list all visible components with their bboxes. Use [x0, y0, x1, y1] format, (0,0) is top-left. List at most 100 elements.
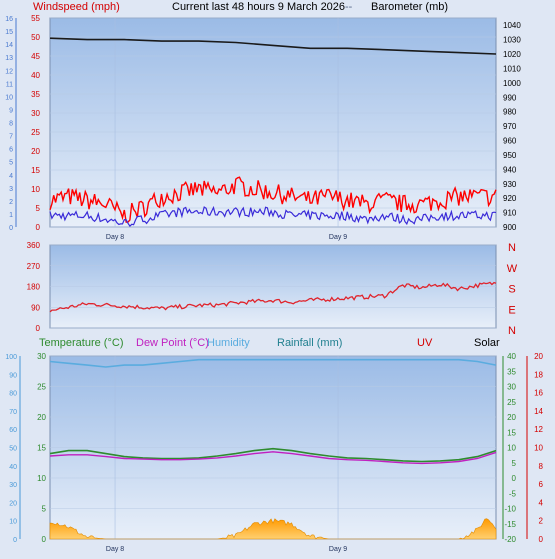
temperature-tick-label: 25	[37, 383, 46, 392]
barometer-tick-label: 950	[503, 151, 517, 160]
uv-tick-label: 2	[539, 517, 544, 526]
header-dots: --	[345, 1, 353, 13]
barometer-tick-label: 970	[503, 122, 517, 131]
uv-tick-label: 8	[539, 462, 544, 471]
right-axis-1-tick-label: 25	[507, 398, 516, 407]
wind-tick-label: 30	[31, 109, 40, 118]
wind-tick-label: 40	[31, 71, 40, 80]
dew-point-line	[49, 451, 497, 465]
barometer-tick-label: 900	[503, 223, 517, 232]
chart-title: Current last 48 hours 9 March 2026	[172, 1, 345, 13]
solar-label: Solar	[474, 337, 500, 349]
humidity-tick-label: 40	[9, 464, 17, 471]
dew-point-label: Dew Point (°C)	[136, 337, 209, 349]
secondary-tick-label: 10	[5, 94, 13, 101]
right-axis-1-tick-label: 20	[507, 413, 516, 422]
temperature-line	[49, 447, 497, 463]
day-label: Day 8	[106, 234, 124, 241]
wind-axis-title: Windspeed (mph)	[33, 1, 120, 13]
day-label: Day 8	[106, 546, 124, 553]
compass-label: W	[507, 263, 518, 275]
humidity-tick-label: 80	[9, 391, 17, 398]
right-axis-1-tick-label: -10	[504, 505, 516, 514]
secondary-tick-label: 11	[6, 81, 13, 88]
secondary-tick-label: 15	[5, 29, 13, 36]
barometer-tick-label: 1040	[503, 21, 521, 30]
wind-tick-label: 25	[31, 128, 40, 137]
wind-tick-label: 35	[31, 90, 40, 99]
temperature-tick-label: 5	[42, 505, 47, 514]
rainfall-label: Rainfall (mm)	[277, 337, 342, 349]
humidity-tick-label: 10	[9, 519, 17, 526]
uv-tick-label: 4	[539, 498, 544, 507]
wind-tick-label: 5	[36, 204, 41, 213]
wind-tick-label: 10	[31, 185, 40, 194]
secondary-tick-label: 5	[9, 160, 13, 167]
humidity-tick-label: 0	[13, 537, 17, 544]
uv-label: UV	[417, 337, 433, 349]
temperature-tick-label: 15	[37, 444, 46, 453]
wind-tick-label: 0	[36, 223, 41, 232]
wind-gust-line	[49, 176, 497, 223]
humidity-tick-label: 20	[9, 500, 17, 507]
secondary-tick-label: 0	[9, 225, 13, 232]
direction-tick-label: 90	[31, 303, 40, 312]
barometer-tick-label: 920	[503, 194, 517, 203]
humidity-tick-label: 50	[9, 446, 17, 453]
secondary-tick-label: 9	[9, 107, 13, 114]
barometer-tick-label: 960	[503, 137, 517, 146]
secondary-tick-label: 6	[9, 147, 13, 154]
wind-tick-label: 50	[31, 33, 40, 42]
humidity-tick-label: 70	[9, 409, 17, 416]
right-axis-1-tick-label: -20	[504, 535, 516, 544]
compass-label: N	[508, 325, 516, 337]
temperature-tick-label: 10	[37, 474, 46, 483]
right-axis-1-tick-label: 35	[507, 367, 516, 376]
right-axis-1-tick-label: 30	[507, 383, 516, 392]
barometer-tick-label: 990	[503, 93, 517, 102]
right-axis-1-tick-label: 0	[512, 474, 517, 483]
wind-plot-area	[49, 17, 497, 228]
temperature-tick-label: 0	[42, 535, 47, 544]
secondary-tick-label: 4	[9, 173, 13, 180]
direction-tick-label: 270	[27, 262, 41, 271]
wind-tick-label: 20	[31, 147, 40, 156]
barometer-axis-title: Barometer (mb)	[371, 1, 448, 13]
day-label: Day 9	[329, 546, 347, 553]
secondary-tick-label: 14	[5, 42, 13, 49]
humidity-tick-label: 90	[9, 372, 17, 379]
direction-tick-label: 360	[27, 241, 41, 250]
right-axis-1-tick-label: 5	[512, 459, 517, 468]
uv-tick-label: 14	[534, 407, 543, 416]
barometer-tick-label: 910	[503, 209, 517, 218]
temperature-tick-label: 30	[37, 352, 46, 361]
temperature-tick-label: 20	[37, 413, 46, 422]
uv-tick-label: 16	[534, 389, 543, 398]
temperature-label: Temperature (°C)	[39, 337, 123, 349]
barometer-tick-label: 930	[503, 180, 517, 189]
barometer-tick-label: 1010	[503, 64, 521, 73]
humidity-tick-label: 30	[9, 482, 17, 489]
secondary-tick-label: 3	[9, 186, 13, 193]
uv-tick-label: 20	[534, 352, 543, 361]
right-axis-1-tick-label: 10	[507, 444, 516, 453]
humidity-line	[49, 358, 497, 368]
wind-tick-label: 55	[31, 14, 40, 23]
secondary-tick-label: 8	[9, 121, 13, 128]
secondary-tick-label: 12	[5, 68, 13, 75]
uv-tick-label: 10	[534, 444, 543, 453]
humidity-tick-label: 100	[5, 354, 17, 361]
secondary-tick-label: 2	[9, 199, 13, 206]
direction-tick-label: 180	[27, 283, 41, 292]
right-axis-1-tick-label: 15	[507, 428, 516, 437]
uv-tick-label: 0	[539, 535, 544, 544]
wind-tick-label: 45	[31, 52, 40, 61]
barometer-tick-label: 1000	[503, 79, 521, 88]
barometer-tick-label: 980	[503, 108, 517, 117]
uv-tick-label: 18	[534, 370, 543, 379]
uv-tick-label: 6	[539, 480, 544, 489]
right-axis-1-tick-label: -5	[509, 489, 517, 498]
wind-direction-line	[49, 281, 497, 313]
secondary-tick-label: 13	[5, 55, 13, 62]
